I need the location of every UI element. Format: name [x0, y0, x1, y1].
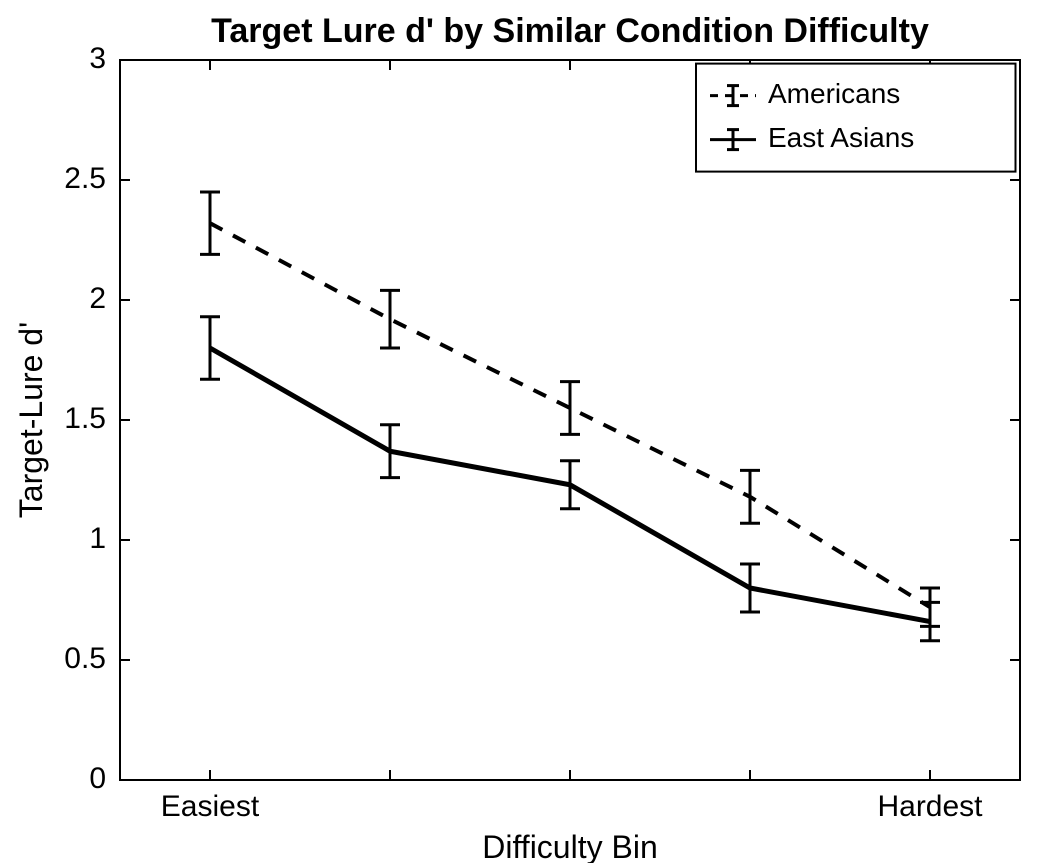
- y-tick-label: 1: [89, 522, 106, 555]
- y-tick-label: 2: [89, 282, 106, 315]
- y-tick-label: 0: [89, 762, 106, 795]
- y-tick-label: 1.5: [64, 402, 106, 435]
- x-tick-label: Hardest: [877, 790, 983, 823]
- x-tick-label: Easiest: [161, 790, 260, 823]
- chart-container: 0 0.5 1 1.5 2 2.5 3 Easiest Hardest Target Lure d…: [0, 0, 1050, 863]
- x-axis-label: Difficulty Bin: [482, 829, 657, 863]
- legend-label: East Asians: [768, 122, 914, 153]
- y-tick-label: 3: [89, 42, 106, 75]
- y-axis-label: Target-Lure d': [13, 322, 49, 518]
- legend: Americans East Asians: [696, 64, 1016, 172]
- chart-title: Target Lure d' by Similar Condition Diff…: [211, 12, 929, 50]
- y-tick-label: 2.5: [64, 162, 106, 195]
- line-chart: 0 0.5 1 1.5 2 2.5 3 Easiest Hardest Target Lure d…: [0, 0, 1050, 863]
- legend-label: Americans: [768, 78, 900, 109]
- y-tick-label: 0.5: [64, 642, 106, 675]
